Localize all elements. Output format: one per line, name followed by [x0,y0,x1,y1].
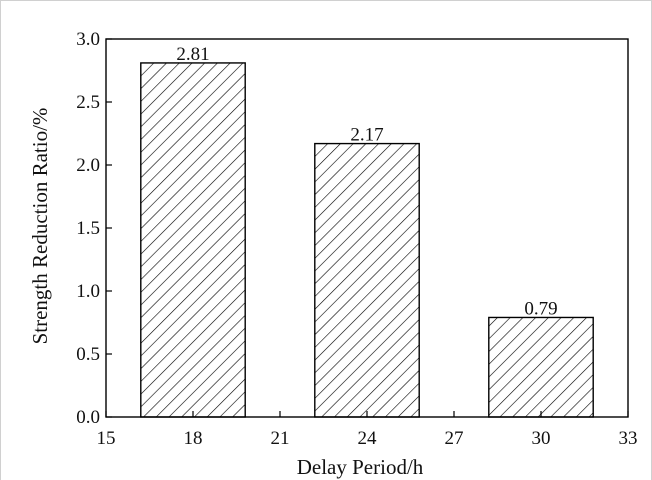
y-tick-label: 2.0 [76,155,100,176]
y-tick-label: 0.0 [76,407,100,428]
plot-area: 2.81 2.17 0.79 15 18 21 24 27 30 33 0.0 0.5 1.0 1.5 2.… [76,29,637,449]
x-tick-label: 27 [445,428,464,449]
y-axis-label: Strength Reduction Ratio/% [28,108,52,345]
data-label: 2.81 [176,44,209,65]
x-tick-label: 15 [97,428,116,449]
x-tick-label: 24 [358,428,378,449]
y-tick-label: 0.5 [76,344,100,365]
bar [314,142,420,418]
y-tick-label: 1.0 [76,281,100,302]
y-tick-label: 2.5 [76,92,100,113]
y-tick-label: 1.5 [76,218,100,239]
bar [488,316,594,418]
data-label: 0.79 [524,298,557,319]
y-tick-label: 3.0 [76,29,100,50]
x-tick-label: 30 [532,428,551,449]
x-tick-label: 33 [619,428,638,449]
x-tick-label: 21 [271,428,290,449]
data-label: 2.17 [350,125,383,146]
bar [140,62,246,418]
x-axis-label: Delay Period/h [297,455,424,479]
x-tick-label: 18 [184,428,203,449]
